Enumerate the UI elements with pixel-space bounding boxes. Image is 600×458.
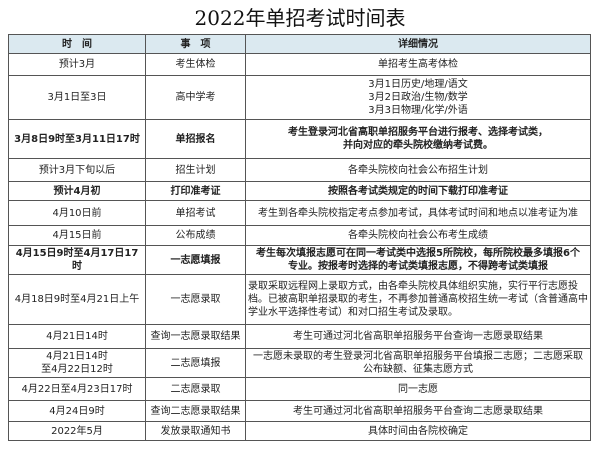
table-row: 4月15日前 公布成绩 各牵头院校向社会公布考生成绩 [8, 225, 591, 246]
cell-item: 单招报名 [145, 119, 246, 159]
cell-time: 4月22日至4月23日17时 [8, 377, 146, 401]
cell-detail: 具体时间由各院校确定 [245, 421, 591, 441]
cell-item: 公布成绩 [145, 225, 246, 246]
cell-detail: 3月1日历史/地理/语文 3月2日政治/生物/数学 3月3日物理/化学/外语 [245, 75, 591, 120]
cell-detail: 各牵头院校向社会公布考生成绩 [245, 225, 591, 246]
cell-time: 3月1日至3日 [8, 75, 146, 120]
table-row: 3月8日9时至3月11日17时 单招报名 考生登录河北省高职单招服务平台进行报考、选… [8, 119, 591, 159]
cell-time: 预计3月下旬以后 [8, 158, 146, 182]
cell-time: 2022年5月 [8, 421, 146, 441]
header-time: 时 间 [8, 34, 146, 54]
cell-time: 预计3月 [8, 53, 146, 76]
cell-time: 4月10日前 [8, 200, 146, 226]
cell-item: 发放录取通知书 [145, 421, 246, 441]
cell-detail: 按照各考试类规定的时间下载打印准考证 [245, 181, 591, 201]
table-row: 4月21日14时 查询一志愿录取结果 考生可通过河北省高职单招服务平台查询一志愿录取… [8, 324, 591, 349]
cell-time: 4月15日前 [8, 225, 146, 246]
cell-item: 单招考试 [145, 200, 246, 226]
table-header: 时 间 事 项 详细情况 [8, 34, 591, 54]
cell-item: 二志愿录取 [145, 377, 246, 401]
cell-detail: 各牵头院校向社会公布招生计划 [245, 158, 591, 182]
cell-detail: 考生可通过河北省高职单招服务平台查询一志愿录取结果 [245, 324, 591, 349]
table-row: 4月21日14时 至4月22日12时 二志愿填报 一志愿未录取的考生登录河北省高职单… [8, 348, 591, 378]
header-detail: 详细情况 [245, 34, 591, 54]
page-title: 2022年单招考试时间表 [194, 6, 406, 30]
cell-detail: 考生每次填报志愿可在同一考试类中选报5所院校，每所院校最多填报6个 专业。按报考… [245, 245, 591, 275]
cell-time: 4月15日9时至4月17日17时 [8, 245, 146, 275]
table-row: 4月24日9时 查询二志愿录取结果 考生可通过河北省高职单招服务平台查询二志愿录取结… [8, 400, 591, 422]
schedule-table: 时 间 事 项 详细情况 预计3月 考生体检 单招考生高考体检 3月1日至3日 高中学考… [8, 34, 591, 441]
table-row: 预计3月 考生体检 单招考生高考体检 [8, 53, 591, 76]
cell-item: 查询一志愿录取结果 [145, 324, 246, 349]
cell-time: 4月24日9时 [8, 400, 146, 422]
table-row: 4月18日9时至4月21日上午 一志愿录取 录取采取远程网上录取方式，由各牵头院校具… [8, 274, 591, 325]
table-row: 2022年5月 发放录取通知书 具体时间由各院校确定 [8, 421, 591, 441]
cell-time: 4月21日14时 至4月22日12时 [8, 348, 146, 378]
cell-item: 一志愿填报 [145, 245, 246, 275]
cell-time: 4月18日9时至4月21日上午 [8, 274, 146, 325]
table-row: 4月15日9时至4月17日17时 一志愿填报 考生每次填报志愿可在同一考试类中选报5… [8, 245, 591, 275]
cell-detail: 一志愿未录取的考生登录河北省高职单招服务平台填报二志愿；二志愿采取 公布缺额、征… [245, 348, 591, 378]
cell-detail: 考生登录河北省高职单招服务平台进行报考、选择考试类， 并向对应的牵头院校缴纳考试… [245, 119, 591, 159]
table-row: 预计4月初 打印准考证 按照各考试类规定的时间下载打印准考证 [8, 181, 591, 201]
cell-item: 打印准考证 [145, 181, 246, 201]
table-row: 4月10日前 单招考试 考生到各牵头院校指定考点参加考试，具体考试时间和地点以准考证… [8, 200, 591, 226]
cell-detail: 单招考生高考体检 [245, 53, 591, 76]
cell-item: 招生计划 [145, 158, 246, 182]
cell-detail: 同一志愿 [245, 377, 591, 401]
table-row: 3月1日至3日 高中学考 3月1日历史/地理/语文 3月2日政治/生物/数学 3月3… [8, 75, 591, 120]
table-row: 4月22日至4月23日17时 二志愿录取 同一志愿 [8, 377, 591, 401]
table-row: 预计3月下旬以后 招生计划 各牵头院校向社会公布招生计划 [8, 158, 591, 182]
cell-time: 4月21日14时 [8, 324, 146, 349]
cell-detail: 考生可通过河北省高职单招服务平台查询二志愿录取结果 [245, 400, 591, 422]
cell-detail: 考生到各牵头院校指定考点参加考试，具体考试时间和地点以准考证为准 [245, 200, 591, 226]
cell-item: 考生体检 [145, 53, 246, 76]
header-item: 事 项 [145, 34, 246, 54]
cell-item: 一志愿录取 [145, 274, 246, 325]
cell-item: 二志愿填报 [145, 348, 246, 378]
cell-time: 预计4月初 [8, 181, 146, 201]
cell-time: 3月8日9时至3月11日17时 [8, 119, 146, 159]
cell-detail: 录取采取远程网上录取方式，由各牵头院校具体组织实施，实行平行志愿投档。已被高职单… [245, 274, 591, 325]
cell-item: 高中学考 [145, 75, 246, 120]
cell-item: 查询二志愿录取结果 [145, 400, 246, 422]
